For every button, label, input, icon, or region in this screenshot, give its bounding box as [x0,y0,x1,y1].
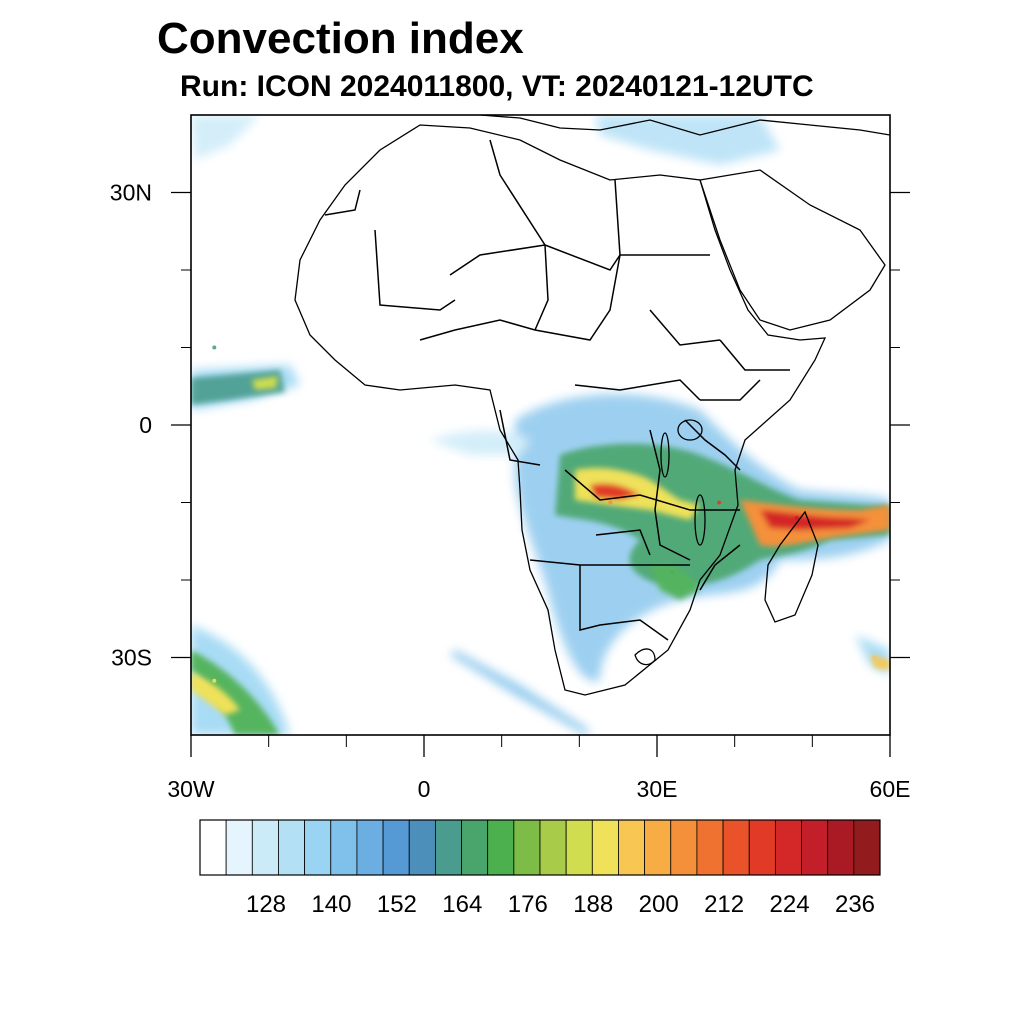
colorbar-swatch [304,819,332,876]
colorbar-swatch [225,819,253,876]
colorbar-swatch [382,819,410,876]
colorbar-swatch [853,819,881,876]
convection-hotspot [212,678,217,683]
x-tick-label: 60E [870,776,911,802]
arabia-coastline [699,169,886,331]
convection-high [191,376,890,715]
country-borders [324,139,790,641]
colorbar-swatch [591,819,619,876]
colorbar-label: 140 [311,891,351,918]
colorbar-label: 128 [246,891,286,918]
axis-ticks [171,191,910,757]
madagascar-coastline [764,510,819,623]
convection-hotspot [717,500,722,505]
colorbar-swatch [801,819,829,876]
colorbar-label: 152 [377,891,417,918]
colorbar-swatch [356,819,384,876]
colorbar-swatch [199,819,227,876]
colorbar-label: 188 [573,891,613,918]
colorbar-swatch [461,819,489,876]
x-tick-label: 0 [418,776,431,802]
y-tick-label: 30N [110,180,152,206]
convection-hotspot [212,345,217,350]
colorbar-swatch [774,819,802,876]
x-tick-label: 30W [167,776,215,802]
convection-hotspot [872,655,877,660]
y-tick-label: 0 [139,412,152,438]
colorbar-label: 224 [770,891,810,918]
chart-subtitle: Run: ICON 2024011800, VT: 20240121-12UTC [180,70,814,103]
colorbar-label: 200 [639,891,679,918]
colorbar-label: 176 [508,891,548,918]
convection-hotspot [608,500,613,505]
convection-field [191,115,890,735]
colorbar-swatch [539,819,567,876]
chart-title: Convection index [157,14,524,63]
lesotho [634,648,656,666]
colorbar-swatch [827,819,855,876]
colorbar-swatch [748,819,776,876]
lakes [634,419,706,666]
lake-victoria [677,419,703,441]
colorbar-label: 164 [442,891,482,918]
colorbar-swatch [278,819,306,876]
colorbar-swatch [670,819,698,876]
lake-malawi [694,494,706,546]
colorbar-swatch [565,819,593,876]
colorbar-swatch [251,819,279,876]
colorbar-swatch [696,819,724,876]
colorbar-swatch [513,819,541,876]
convection-hotspot [670,570,675,575]
y-tick-label: 30S [111,645,152,671]
colorbar-swatch [408,819,436,876]
colorbar-swatch [434,819,462,876]
colorbar-swatch [487,819,515,876]
x-tick-label: 30E [637,776,678,802]
coastlines [294,115,890,696]
colorbar-label: 212 [704,891,744,918]
convection-hotspot [794,516,799,520]
colorbar-swatch [330,819,358,876]
colorbar [199,819,881,876]
colorbar-swatch [722,819,750,876]
lake-tanganyika [660,432,670,478]
colorbar-frame [199,819,881,876]
colorbar-label: 236 [835,891,875,918]
europe-coastline [479,115,890,136]
colorbar-labels: 128 140 152 164 176 188 200 212 224 236 [246,891,875,918]
axis-tick-labels: 30W 0 30E 60E 30N 0 30S [110,180,911,803]
colorbar-swatch [644,819,672,876]
colorbar-swatch [618,819,646,876]
